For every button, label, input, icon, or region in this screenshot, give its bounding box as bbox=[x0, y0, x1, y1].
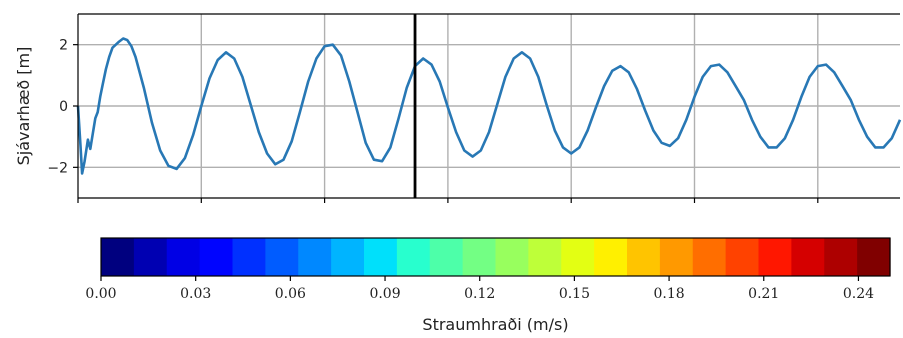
colorbar-cell bbox=[101, 238, 135, 276]
colorbar-cell bbox=[495, 238, 529, 276]
colorbar-title: Straumhraði (m/s) bbox=[422, 315, 568, 334]
colorbar-cell bbox=[199, 238, 234, 276]
colorbar-tick-label: 0.09 bbox=[369, 286, 400, 302]
colorbar-ticks: 0.00 0.03 0.06 0.09 0.12 0.15 0.18 0.21 0.24 bbox=[85, 276, 874, 302]
colorbar-cells bbox=[101, 238, 891, 276]
colorbar-cell bbox=[528, 238, 562, 276]
colorbar-cell bbox=[824, 238, 858, 276]
colorbar-cell bbox=[561, 238, 595, 276]
colorbar-cell bbox=[298, 238, 332, 276]
colorbar-cell bbox=[594, 238, 628, 276]
colorbar-tick-label: 0.21 bbox=[748, 286, 779, 302]
y-tick-label: −2 bbox=[47, 160, 68, 176]
colorbar-tick-label: 0.03 bbox=[180, 286, 211, 302]
line-chart-y-ticks: −2 0 2 bbox=[47, 38, 78, 176]
colorbar-cell bbox=[232, 238, 266, 276]
colorbar-tick-label: 0.18 bbox=[653, 286, 684, 302]
colorbar-cell bbox=[396, 238, 431, 276]
colorbar-cell bbox=[692, 238, 727, 276]
colorbar-tick-label: 0.00 bbox=[85, 286, 116, 302]
colorbar-tick-label: 0.12 bbox=[464, 286, 495, 302]
y-tick-label: 0 bbox=[59, 99, 68, 115]
sea-level-series-line bbox=[76, 37, 902, 175]
line-chart-grid bbox=[78, 14, 900, 198]
colorbar-cell bbox=[133, 238, 168, 276]
colorbar-tick-label: 0.06 bbox=[275, 286, 306, 302]
colorbar-cell bbox=[429, 238, 464, 276]
colorbar-tick-label: 0.24 bbox=[843, 286, 874, 302]
colorbar-frame bbox=[100, 237, 891, 277]
colorbar-cell bbox=[627, 238, 661, 276]
colorbar-tick-label: 0.15 bbox=[559, 286, 590, 302]
line-chart-x-ticks bbox=[77, 198, 819, 203]
colorbar-cell bbox=[791, 238, 825, 276]
colorbar-cell bbox=[265, 238, 299, 276]
y-axis-title: Sjávarhæð [m] bbox=[14, 47, 33, 166]
colorbar-cell bbox=[331, 238, 365, 276]
colorbar-cell bbox=[659, 238, 694, 276]
line-chart-series-layer bbox=[76, 37, 902, 175]
colorbar-cell bbox=[364, 238, 398, 276]
colorbar-cell bbox=[758, 238, 792, 276]
colorbar-cell bbox=[166, 238, 201, 276]
colorbar-cell bbox=[462, 238, 497, 276]
colorbar-cell bbox=[857, 238, 891, 276]
y-tick-label: 2 bbox=[59, 38, 68, 54]
colorbar-cell bbox=[725, 238, 760, 276]
